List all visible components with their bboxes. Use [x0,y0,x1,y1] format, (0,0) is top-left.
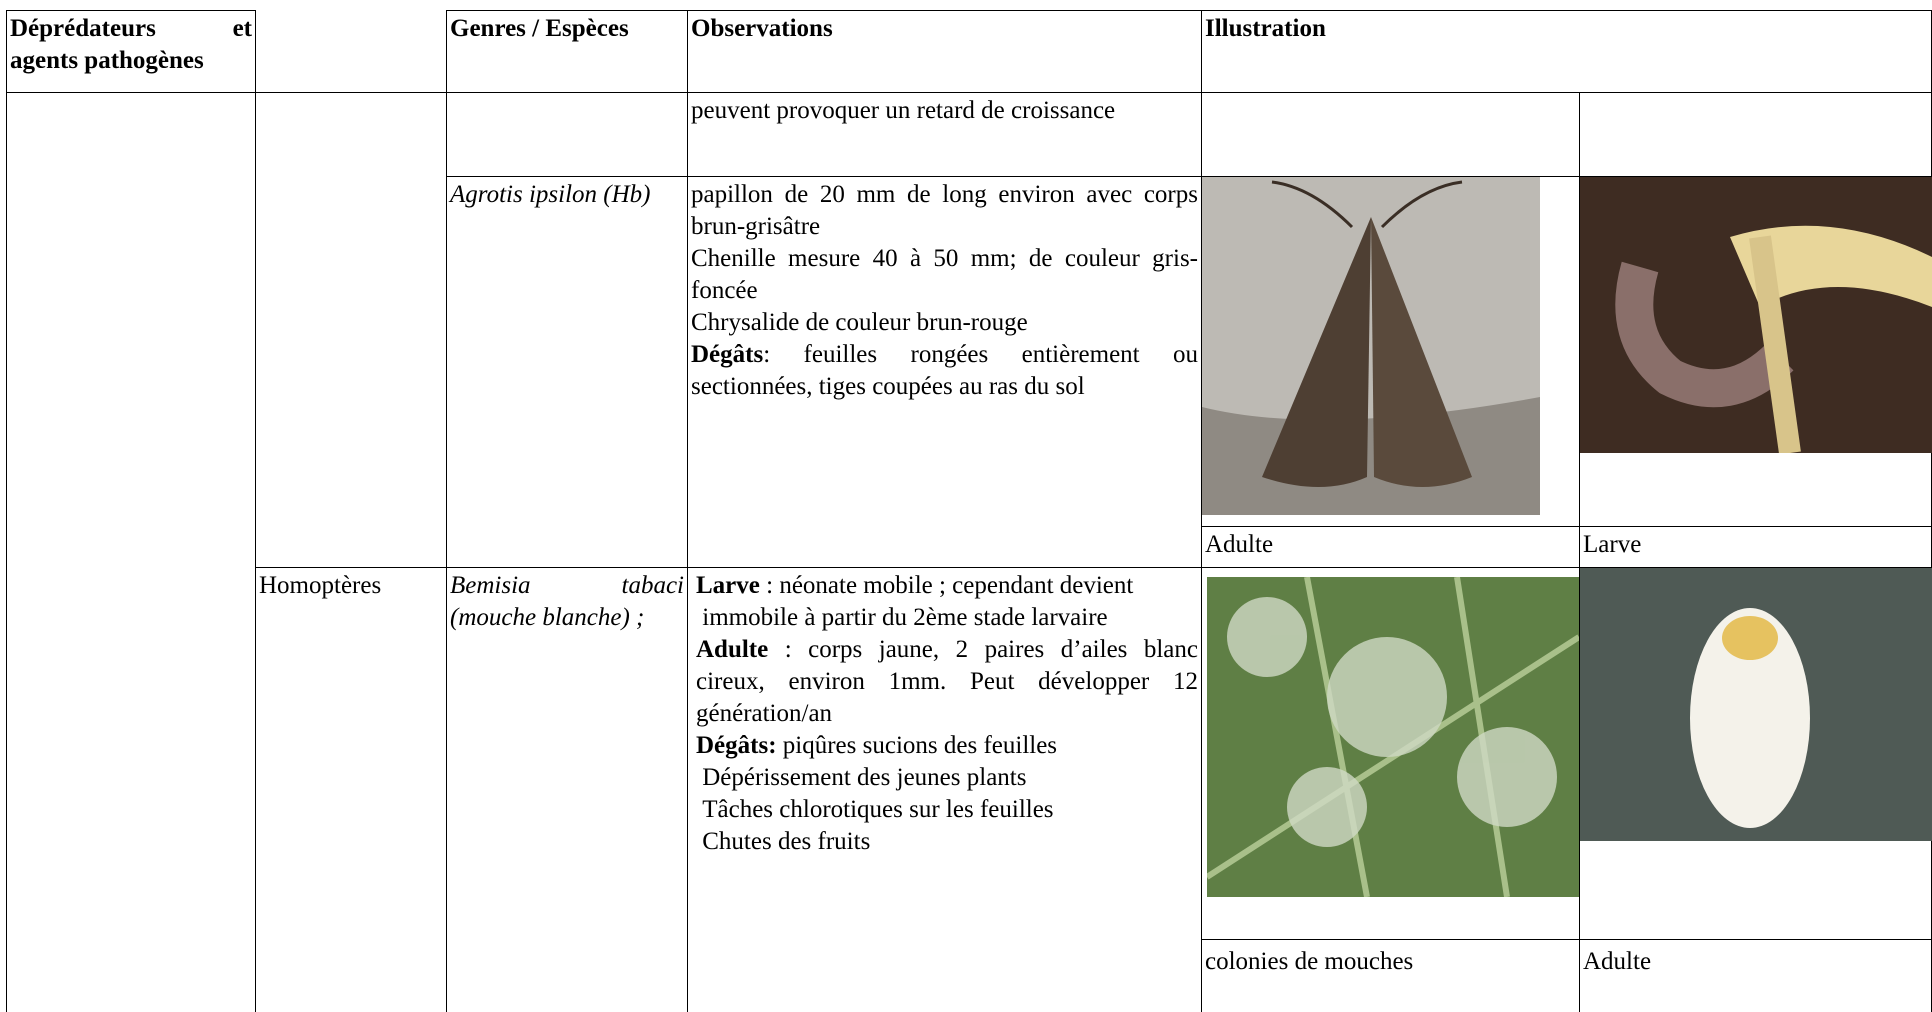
observation-label: Adulte [696,636,769,663]
observations-cell: Larve : néonate mobile ; cependant devie… [687,567,1202,1012]
larva-image [1580,177,1932,453]
cell: Homoptères [255,567,447,1012]
cell [1201,92,1580,177]
header-cell: Observations [687,10,1202,93]
cell [255,92,447,568]
observation-line: Adulte : corps jaune, 2 paires d’ailes b… [696,634,1198,730]
species-cell: Bemisia tabaci (mouche blanche) ; [446,567,688,1012]
header-cell: Déprédateurs et agents pathogènes [6,10,256,93]
observations-cell: peuvent provoquer un retard de croissanc… [687,92,1202,177]
cell [1579,92,1932,177]
observation-line: immobile à partir du 2ème stade larvaire [696,602,1198,634]
observation-line: peuvent provoquer un retard de croissanc… [691,95,1198,127]
observation-text: piqûres sucions des feuilles [776,732,1058,759]
observation-text: Chrysalide de couleur brun-rouge [691,309,1028,336]
caption: Adulte [1579,939,1932,1012]
observation-label: Dégâts [691,341,764,368]
observation-line: Dégâts: feuilles rongées entièrement ou … [691,339,1198,403]
observation-label: Dégâts: [696,732,777,759]
caption: Larve [1579,526,1932,568]
observation-line: Chutes des fruits [696,826,1198,858]
species-name: Bemisia tabaci (mouche blanche) ; [450,572,684,631]
observation-text: papillon de 20 mm de long environ avec c… [691,181,1205,240]
observation-text: : feuilles rongées entièrement ou sectio… [691,341,1205,400]
header-cell: Illustration [1201,10,1932,93]
observation-text: immobile à partir du 2ème stade larvaire [696,604,1108,631]
observation-text: Chenille mesure 40 à 50 mm; de couleur g… [691,245,1198,304]
observation-line: Dégâts: piqûres sucions des feuilles [696,730,1198,762]
cell [446,92,688,177]
caption: colonies de mouches [1201,939,1580,1012]
observation-text: Chutes des fruits [696,828,871,855]
cell [6,92,256,1012]
species-cell: Agrotis ipsilon (Hb) [446,176,688,568]
observation-text: Dépérissement des jeunes plants [696,764,1027,791]
whitefly-adult-image [1580,568,1932,841]
observation-line: papillon de 20 mm de long environ avec c… [691,179,1198,243]
observation-label: Larve [696,572,760,599]
observation-line: Dépérissement des jeunes plants [696,762,1198,794]
observations-cell: papillon de 20 mm de long environ avec c… [687,176,1202,568]
observation-line: Chenille mesure 40 à 50 mm; de couleur g… [691,243,1198,307]
caption: Adulte [1201,526,1580,568]
observation-text: : corps jaune, 2 paires d’ailes blanc ci… [696,636,1205,727]
observation-line: Tâches chlorotiques sur les feuilles [696,794,1198,826]
observation-text: : néonate mobile ; cependant devient [759,572,1134,599]
moth-image [1202,177,1540,515]
observation-text: peuvent provoquer un retard de croissanc… [691,97,1116,124]
observation-line: Larve : néonate mobile ; cependant devie… [696,570,1198,602]
observation-text: Tâches chlorotiques sur les feuilles [696,796,1054,823]
observation-line: Chrysalide de couleur brun-rouge [691,307,1198,339]
whitefly-colony-image [1207,577,1579,897]
header-cell: Genres / Espèces [446,10,688,93]
